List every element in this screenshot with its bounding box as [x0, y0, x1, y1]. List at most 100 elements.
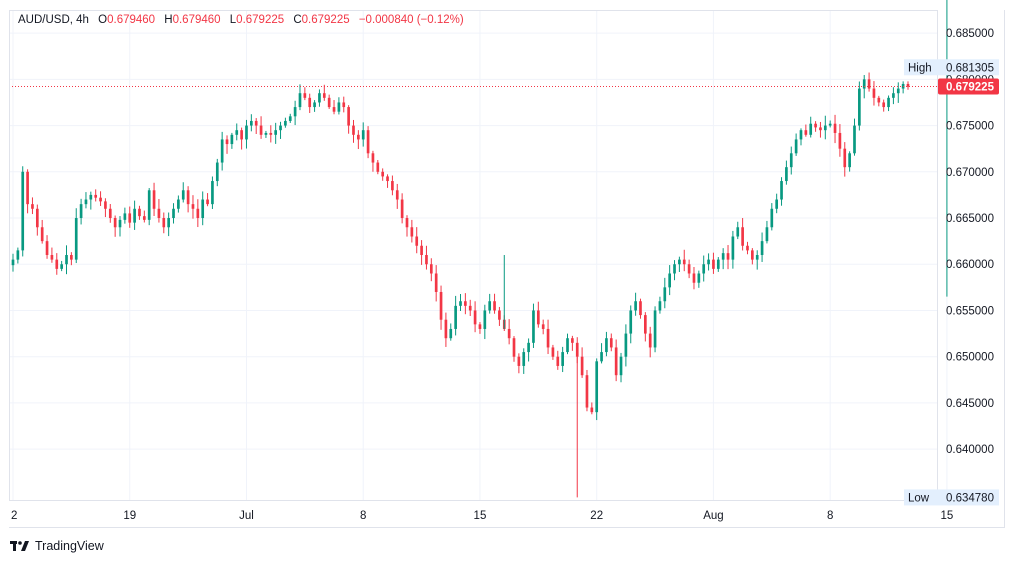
candle-body — [113, 218, 117, 228]
candle-body — [804, 130, 808, 135]
low-marker-tag-label: Low — [908, 492, 930, 504]
candle-body — [152, 190, 156, 209]
candle-body — [512, 338, 516, 357]
candle-body — [697, 273, 701, 283]
candle-body — [760, 241, 764, 255]
candle-body — [541, 324, 545, 329]
candle-body — [848, 153, 851, 168]
candle-body — [357, 134, 360, 140]
candle-body — [11, 259, 15, 266]
candle-body — [619, 356, 623, 376]
candle-body — [493, 301, 496, 311]
legend-low-value: 0.679225 — [236, 14, 285, 26]
candle-body — [26, 171, 29, 205]
legend-close-label: C — [293, 14, 302, 26]
price-tick-label: 0.650000 — [946, 352, 994, 364]
candle-body — [376, 162, 380, 172]
time-tick-label: 15 — [941, 510, 954, 522]
candle-body — [400, 199, 404, 219]
time-tick-label: Jul — [239, 510, 254, 522]
candle-body — [254, 120, 258, 126]
candle-body — [65, 255, 68, 265]
candle-body — [225, 139, 229, 145]
candle-body — [434, 273, 438, 292]
price-tick-label: 0.670000 — [946, 167, 994, 179]
candle-body — [395, 190, 399, 200]
candle-body — [230, 134, 234, 145]
price-tick-label: 0.640000 — [946, 444, 994, 456]
time-tick-label: 2 — [11, 510, 17, 522]
candle-body — [220, 139, 224, 163]
candle-body — [308, 97, 312, 108]
candle-body — [79, 204, 83, 219]
candle-body — [823, 125, 827, 131]
candle-body — [454, 305, 457, 329]
candle-body — [532, 310, 535, 343]
candle-body — [478, 324, 482, 329]
candle-body — [279, 125, 282, 131]
candle-body — [736, 227, 740, 237]
candle-body — [653, 310, 657, 348]
candle-body — [327, 97, 331, 108]
candle-body — [668, 273, 671, 288]
candle-body — [50, 255, 54, 260]
candle-body — [877, 97, 881, 103]
candle-body — [483, 310, 487, 329]
legend-high-value: 0.679460 — [172, 14, 221, 26]
candle-body — [556, 356, 560, 366]
candle-body — [31, 204, 34, 209]
brand-name: TradingView — [35, 539, 104, 553]
candle-body — [118, 219, 122, 228]
candle-body — [721, 253, 725, 260]
candle-body — [712, 259, 715, 269]
low-marker-value-bg — [938, 489, 999, 506]
candle-body — [799, 130, 803, 140]
candle-body — [575, 342, 579, 357]
candle-body — [843, 148, 847, 168]
candle-body — [814, 123, 817, 128]
legend-symbol[interactable]: AUD/USD — [18, 14, 70, 26]
candle-body — [16, 250, 20, 260]
time-axis[interactable]: 219Jul81522Aug81522 — [11, 510, 1014, 522]
candle-body — [566, 338, 569, 353]
candle-body — [906, 83, 910, 87]
candle-body — [449, 328, 453, 339]
candle-body — [269, 132, 273, 135]
time-tick-label: 8 — [360, 510, 366, 522]
candle-body — [887, 97, 890, 108]
legend-interval[interactable]: 4h — [76, 14, 89, 26]
legend-change-value: −0.000840 (−0.12%) — [358, 14, 464, 26]
candle-body — [517, 356, 521, 366]
candle-body — [731, 236, 735, 260]
high-marker-tag-label: High — [908, 62, 932, 74]
legend-low-label: L — [229, 14, 237, 26]
candle-body — [70, 255, 73, 260]
time-tick-label: Aug — [703, 510, 723, 522]
candle-body — [298, 93, 302, 108]
price-axis[interactable]: 0.6850000.6800000.6750000.6700000.665000… — [938, 28, 999, 456]
candle-body — [186, 190, 190, 205]
low-marker-tag-bg — [904, 489, 938, 506]
high-marker-value-bg — [938, 59, 999, 76]
candle-body — [318, 93, 321, 103]
candle-body — [40, 227, 44, 242]
candle-body — [425, 255, 428, 265]
candle-body — [634, 301, 637, 311]
legend-open-value: 0.679460 — [107, 14, 156, 26]
candle-body — [687, 264, 691, 274]
candle-body — [245, 125, 248, 140]
candle-body — [191, 204, 195, 209]
candle-body — [746, 245, 749, 251]
chart-legend: AUD/USD, 4h O0.679460 H0.679460 L0.67922… — [18, 14, 464, 26]
candle-body — [206, 199, 209, 205]
candle-body — [464, 301, 467, 306]
candle-body — [288, 116, 292, 121]
candle-body — [488, 301, 492, 311]
tradingview-brand[interactable]: TradingView — [10, 539, 104, 553]
candle-body — [99, 197, 102, 202]
candle-body — [580, 356, 584, 376]
high-low-markers: High 0.681305 Low 0.634780 — [904, 59, 999, 506]
price-tick-label: 0.685000 — [946, 28, 994, 40]
candle-body — [371, 153, 375, 163]
